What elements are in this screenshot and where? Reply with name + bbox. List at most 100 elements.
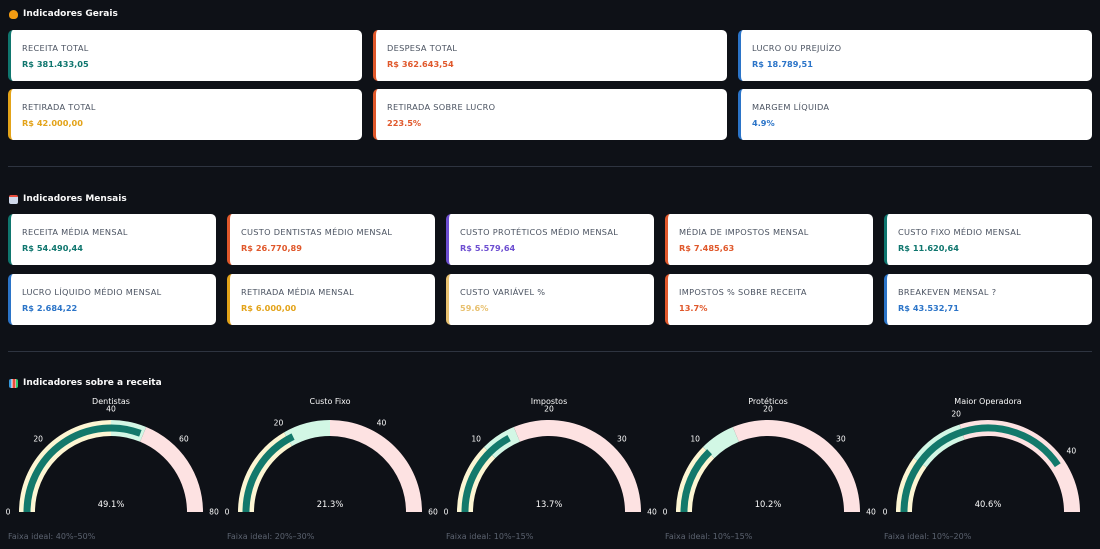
metric-value: 4.9%	[752, 118, 775, 128]
gauge-chart	[457, 420, 641, 513]
metric-label: RETIRADA SOBRE LUCRO	[387, 102, 496, 112]
metric-card: MÉDIA DE IMPOSTOS MENSAL R$ 7.485,63	[665, 214, 873, 265]
metric-card: CUSTO PROTÉTICOS MÉDIO MENSAL R$ 5.579,64	[446, 214, 654, 265]
metric-card: RETIRADA MÉDIA MENSAL R$ 6.000,00	[227, 274, 435, 325]
gauge-tick-label: 10	[471, 434, 481, 444]
metric-value: R$ 43.532,71	[898, 303, 959, 313]
gauge-title: Dentistas	[92, 397, 130, 406]
gauge-tick-label: 20	[951, 409, 961, 419]
divider	[8, 351, 1092, 352]
gauge-band-ideal	[284, 420, 330, 447]
gauge-value-bar	[23, 424, 142, 513]
gauge-tick-label: 40	[1066, 446, 1077, 456]
gauge-band-above	[330, 420, 422, 512]
gauge-title: Protéticos	[748, 397, 788, 406]
calendar-icon	[9, 194, 18, 204]
metric-card: RECEITA TOTAL R$ 381.433,05	[8, 30, 362, 81]
metric-label: LUCRO LÍQUIDO MÉDIO MENSAL	[22, 287, 162, 297]
gauge-value: 10.2%	[754, 499, 782, 509]
metric-value: R$ 5.579,64	[460, 243, 516, 253]
metric-value: R$ 11.620,64	[898, 243, 959, 253]
metric-card: LUCRO LÍQUIDO MÉDIO MENSAL R$ 2.684,22	[8, 274, 216, 325]
metric-label: DESPESA TOTAL	[387, 43, 458, 53]
gauge-tick-label: 40	[647, 507, 657, 517]
metric-label: MARGEM LÍQUIDA	[752, 102, 830, 112]
metric-label: RETIRADA MÉDIA MENSAL	[241, 287, 354, 297]
gauge-title: Maior Operadora	[954, 397, 1022, 406]
metric-value: R$ 7.485,63	[679, 243, 735, 253]
gauge-value: 40.6%	[974, 499, 1002, 509]
gauge-tick-label: 20	[273, 418, 284, 428]
gauge-tick-label: 60	[178, 434, 189, 444]
gauge-ideal-range: Faixa ideal: 10%–15%	[446, 532, 534, 541]
metric-label: RECEITA TOTAL	[22, 43, 89, 53]
metric-value: 223.5%	[387, 118, 422, 128]
metric-value: 59.6%	[460, 303, 489, 313]
gauge-value-bar	[680, 449, 713, 513]
gauge-ideal-range: Faixa ideal: 20%–30%	[227, 532, 315, 541]
metric-label: RETIRADA TOTAL	[22, 102, 96, 112]
metric-card: BREAKEVEN MENSAL ? R$ 43.532,71	[884, 274, 1092, 325]
gauge-tick-label: 20	[544, 404, 554, 414]
metric-value: R$ 381.433,05	[22, 59, 89, 69]
gauge-tick-label: 0	[443, 507, 449, 517]
metric-value: 13.7%	[679, 303, 708, 313]
metric-card: CUSTO DENTISTAS MÉDIO MENSAL R$ 26.770,89	[227, 214, 435, 265]
gauge-band-above	[513, 420, 641, 512]
gauge-tick-label: 10	[690, 434, 700, 444]
gauge-tick-label: 0	[662, 507, 668, 517]
metric-card: CUSTO VARIÁVEL % 59.6%	[446, 274, 654, 325]
metric-label: RECEITA MÉDIA MENSAL	[22, 227, 128, 237]
gauge-tick-label: 60	[428, 507, 438, 517]
gauge-tick-label: 0	[5, 507, 11, 517]
metric-card: RETIRADA TOTAL R$ 42.000,00	[8, 89, 362, 140]
metric-label: CUSTO VARIÁVEL %	[460, 287, 546, 297]
section-title-receita: Indicadores sobre a receita	[9, 378, 162, 388]
section-title-mensais: Indicadores Mensais	[9, 194, 127, 204]
metric-card: MARGEM LÍQUIDA 4.9%	[738, 89, 1092, 140]
gauge-tick-label: 0	[882, 507, 888, 517]
section-title-text: Indicadores Mensais	[23, 194, 127, 204]
fire-icon	[9, 9, 18, 19]
gauge-band-above	[732, 420, 860, 512]
divider	[8, 166, 1092, 167]
gauge-chart	[238, 420, 422, 513]
gauge-chart	[896, 420, 1080, 513]
gauge-value: 13.7%	[535, 499, 563, 509]
metric-value: R$ 54.490,44	[22, 243, 83, 253]
metric-value: R$ 6.000,00	[241, 303, 297, 313]
gauge-tick-label: 80	[209, 507, 219, 517]
section-title-text: Indicadores Gerais	[23, 9, 118, 19]
gauge-ideal-range: Faixa ideal: 10%–15%	[665, 532, 753, 541]
gauge-ideal-range: Faixa ideal: 40%–50%	[8, 532, 96, 541]
metric-card: DESPESA TOTAL R$ 362.643,54	[373, 30, 727, 81]
gauge-tick-label: 0	[224, 507, 230, 517]
metric-card: IMPOSTOS % SOBRE RECEITA 13.7%	[665, 274, 873, 325]
metric-card: RECEITA MÉDIA MENSAL R$ 54.490,44	[8, 214, 216, 265]
gauge-chart	[676, 420, 860, 513]
metric-card: RETIRADA SOBRE LUCRO 223.5%	[373, 89, 727, 140]
metric-value: R$ 2.684,22	[22, 303, 78, 313]
metric-label: CUSTO DENTISTAS MÉDIO MENSAL	[241, 227, 393, 237]
bar-chart-icon	[9, 378, 18, 388]
gauge-tick-label: 30	[835, 434, 846, 444]
metric-card: CUSTO FIXO MÉDIO MENSAL R$ 11.620,64	[884, 214, 1092, 265]
metric-label: CUSTO PROTÉTICOS MÉDIO MENSAL	[460, 227, 619, 237]
gauge-value: 49.1%	[97, 499, 125, 509]
gauge-tick-label: 40	[866, 507, 876, 517]
section-title-text: Indicadores sobre a receita	[23, 378, 162, 388]
gauge-value-bar	[900, 424, 1061, 513]
gauge-ideal-range: Faixa ideal: 10%–20%	[884, 532, 972, 541]
metric-value: R$ 18.789,51	[752, 59, 813, 69]
gauge-value-bar	[242, 433, 295, 513]
gauge-value-bar	[461, 434, 511, 513]
gauge-tick-label: 30	[616, 434, 627, 444]
metric-value: R$ 42.000,00	[22, 118, 83, 128]
metric-label: LUCRO OU PREJUÍZO	[752, 43, 842, 53]
metric-label: IMPOSTOS % SOBRE RECEITA	[679, 287, 807, 297]
metric-value: R$ 362.643,54	[387, 59, 454, 69]
metric-card: LUCRO OU PREJUÍZO R$ 18.789,51	[738, 30, 1092, 81]
gauge-tick-label: 40	[376, 418, 387, 428]
section-title-gerais: Indicadores Gerais	[9, 9, 118, 19]
gauge-tick-label: 20	[33, 434, 43, 444]
